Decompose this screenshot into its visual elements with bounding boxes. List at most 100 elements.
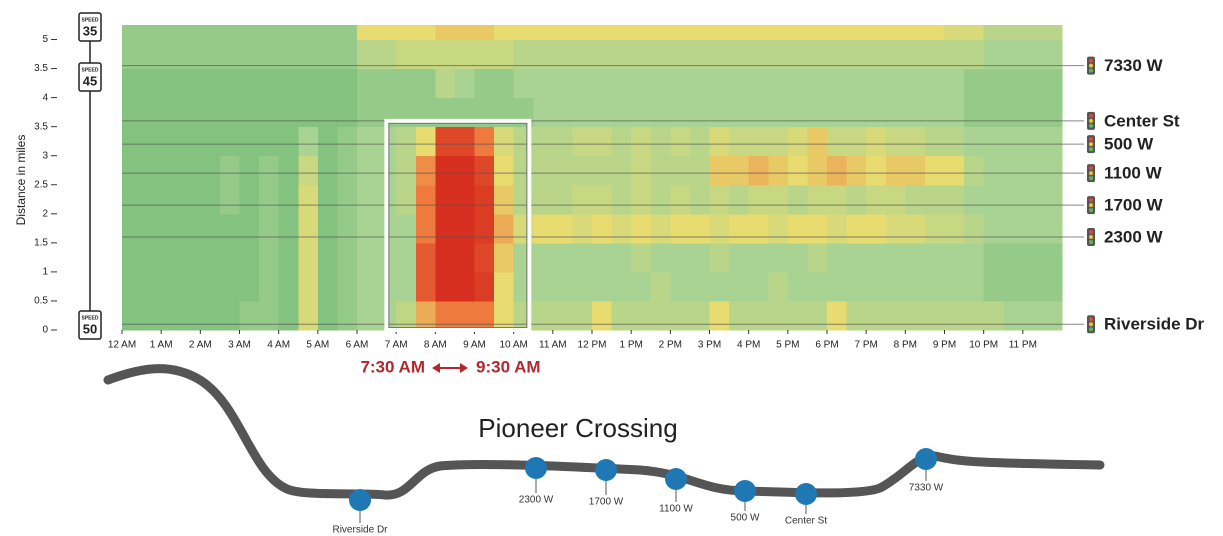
heat-cell	[689, 25, 710, 41]
heat-cell	[611, 68, 632, 99]
heat-cell	[827, 155, 848, 186]
heat-cell	[631, 126, 652, 157]
heat-cell	[552, 39, 573, 70]
heat-cell	[278, 242, 299, 273]
heat-cell	[689, 184, 710, 215]
heat-cell	[650, 25, 671, 41]
heat-cell	[611, 39, 632, 70]
heat-cell	[748, 184, 769, 215]
heat-cell	[1042, 242, 1063, 273]
heat-cell	[317, 126, 338, 157]
heat-cell	[396, 155, 417, 186]
heat-cell	[611, 155, 632, 186]
heat-cell	[885, 155, 906, 186]
heat-cell	[905, 213, 926, 244]
heat-cell	[1022, 155, 1043, 186]
heat-cell	[298, 126, 319, 157]
heat-cell	[807, 39, 828, 70]
heat-cell	[337, 25, 358, 41]
heat-cell	[533, 271, 554, 302]
heat-cell	[787, 242, 808, 273]
heat-cell	[161, 300, 182, 331]
heat-cell	[846, 126, 867, 157]
heat-cell	[748, 300, 769, 331]
heat-cell	[572, 213, 593, 244]
heat-cell	[905, 68, 926, 99]
heat-cell	[415, 25, 436, 41]
heat-cell	[983, 68, 1004, 99]
heat-cell	[259, 97, 280, 128]
heat-cell	[415, 242, 436, 273]
heat-cell	[650, 242, 671, 273]
intersection-label: 2300 W	[1104, 228, 1164, 247]
heat-cell	[768, 300, 789, 331]
heat-cell	[219, 242, 240, 273]
heat-cell	[337, 68, 358, 99]
heat-cell	[729, 155, 750, 186]
traffic-lamp	[1089, 230, 1093, 235]
y-tick-label: 3.5	[34, 63, 48, 74]
heat-cell	[552, 68, 573, 99]
heat-cell	[866, 126, 887, 157]
heat-cell	[259, 68, 280, 99]
stop-marker	[915, 448, 937, 470]
x-tick-label: 6 PM	[815, 340, 838, 351]
x-tick-label: 8 AM	[424, 340, 447, 351]
x-tick-label: 5 PM	[776, 340, 799, 351]
heat-cell	[631, 184, 652, 215]
heat-cell	[454, 39, 475, 70]
heat-cell	[983, 184, 1004, 215]
heat-cell	[337, 126, 358, 157]
heat-cell	[983, 25, 1004, 41]
heat-cell	[866, 39, 887, 70]
heat-cell	[807, 25, 828, 41]
heat-cell	[572, 97, 593, 128]
heat-cell	[787, 68, 808, 99]
heat-cell	[278, 39, 299, 70]
heat-cell	[396, 271, 417, 302]
heat-cell	[592, 39, 613, 70]
heat-cell	[357, 68, 378, 99]
traffic-lamp	[1089, 208, 1093, 213]
heat-cell	[161, 155, 182, 186]
heat-cell	[944, 155, 965, 186]
traffic-lamp	[1089, 142, 1093, 147]
heat-cell	[709, 25, 730, 41]
heat-cell	[689, 155, 710, 186]
heat-cell	[200, 155, 221, 186]
heat-cell	[357, 39, 378, 70]
heat-cell	[1003, 39, 1024, 70]
heat-cell	[396, 39, 417, 70]
heat-cell	[141, 155, 162, 186]
heat-cell	[278, 155, 299, 186]
heat-cell	[337, 39, 358, 70]
heat-cell	[748, 126, 769, 157]
heat-cell	[944, 213, 965, 244]
heat-cell	[1022, 68, 1043, 99]
heat-cell	[180, 68, 201, 99]
heat-cell	[611, 213, 632, 244]
heat-cell	[709, 242, 730, 273]
heat-cell	[454, 126, 475, 157]
heat-cell	[161, 184, 182, 215]
heat-cell	[1003, 300, 1024, 331]
heat-cell	[278, 25, 299, 41]
heat-cell	[905, 242, 926, 273]
heat-cell	[592, 155, 613, 186]
heat-cell	[924, 68, 945, 99]
heat-cell	[611, 126, 632, 157]
heat-cell	[846, 300, 867, 331]
heat-cell	[435, 300, 456, 331]
heat-cell	[552, 25, 573, 41]
heat-cell	[180, 39, 201, 70]
heat-cell	[748, 97, 769, 128]
heat-cell	[944, 25, 965, 41]
heat-cell	[122, 184, 143, 215]
heat-cell	[572, 300, 593, 331]
x-tick-label: 1 AM	[150, 340, 173, 351]
heat-cell	[1042, 68, 1063, 99]
heat-cell	[983, 213, 1004, 244]
heat-cell	[396, 184, 417, 215]
heat-cell	[846, 242, 867, 273]
heat-cell	[337, 155, 358, 186]
